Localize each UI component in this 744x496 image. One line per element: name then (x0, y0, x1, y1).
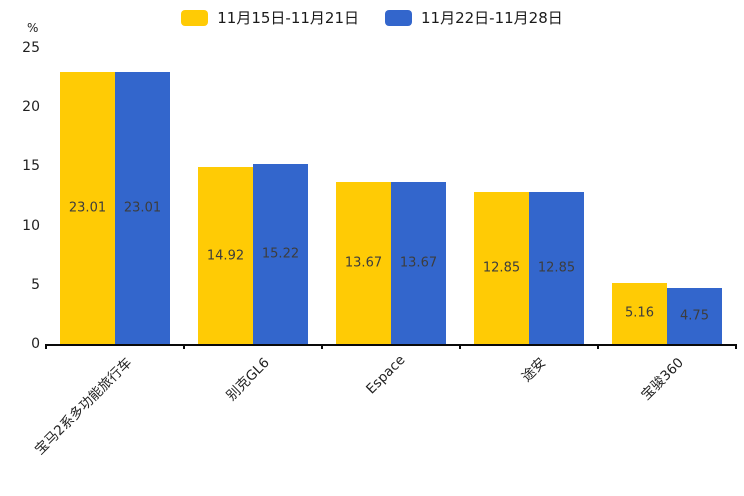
x-tick-mark (183, 344, 185, 349)
bar-value-label: 23.01 (123, 200, 162, 216)
chart-legend: 11月15日-11月21日 11月22日-11月28日 (0, 7, 744, 28)
legend-swatch-week2 (385, 9, 412, 26)
x-category-label-4: 途安 (518, 354, 550, 386)
bar-series1-途安: 12.85 (474, 191, 529, 344)
y-tick-label-10: 10 (22, 217, 40, 234)
x-category-label-1: 宝马2系多功能旅行车 (31, 354, 136, 459)
x-category-label-3: Espace (362, 352, 409, 398)
bar-series1-别克GL6: 14.92 (198, 167, 253, 344)
legend-label-week1: 11月15日-11月21日 (217, 9, 359, 27)
bar-value-label: 14.92 (206, 248, 245, 264)
legend-item-week1: 11月15日-11月21日 (181, 7, 359, 28)
bar-value-label: 23.01 (68, 200, 107, 216)
y-tick-label-15: 15 (22, 158, 40, 175)
x-tick-mark (459, 344, 461, 349)
x-category-label-5: 宝骏360 (638, 354, 688, 404)
x-tick-mark (45, 344, 47, 349)
bar-series2-宝骏360: 4.75 (667, 287, 722, 344)
bar-series1-宝马2系多功能旅行车: 23.01 (60, 71, 115, 344)
bar-series2-Espace: 13.67 (391, 182, 446, 344)
x-tick-mark (735, 344, 737, 349)
bar-value-label: 12.85 (537, 260, 576, 276)
x-axis-line (46, 344, 736, 346)
y-tick-label-20: 20 (22, 99, 40, 116)
bar-value-label: 15.22 (261, 246, 300, 262)
y-axis-unit-label: % (27, 21, 39, 35)
bar-value-label: 13.67 (344, 255, 383, 271)
y-tick-label-0: 0 (31, 336, 40, 352)
x-tick-mark (321, 344, 323, 349)
bar-value-label: 5.16 (625, 305, 654, 321)
legend-label-week2: 11月22日-11月28日 (421, 9, 563, 27)
y-tick-label-5: 5 (31, 276, 40, 293)
legend-item-week2: 11月22日-11月28日 (385, 7, 563, 28)
x-category-label-2: 别克GL6 (223, 354, 274, 405)
bar-series2-途安: 12.85 (529, 191, 584, 344)
bar-value-label: 4.75 (680, 308, 709, 324)
bar-series1-Espace: 13.67 (336, 182, 391, 344)
bar-series1-宝骏360: 5.16 (612, 282, 667, 344)
bar-series2-别克GL6: 15.22 (253, 163, 308, 344)
x-tick-mark (597, 344, 599, 349)
bar-series2-宝马2系多功能旅行车: 23.01 (115, 71, 170, 344)
bar-value-label: 13.67 (399, 255, 438, 271)
y-tick-label-25: 25 (22, 40, 40, 56)
bar-value-label: 12.85 (482, 260, 521, 276)
legend-swatch-week1 (181, 9, 209, 26)
